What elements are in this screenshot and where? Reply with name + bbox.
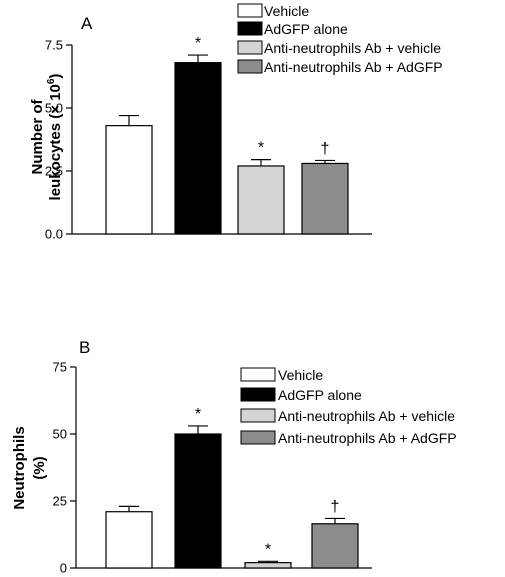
legend-swatch-antineut-adgfp-b [240, 430, 276, 445]
legend-swatch-adgfp-b [240, 387, 276, 402]
legend-swatch-antineut-vehicle-a [237, 40, 263, 55]
bars-a: * * † [105, 35, 349, 235]
chart-panel-b: B Neutrophils (%) 0 25 50 75 * * † Vehicle Ad… [11, 338, 457, 576]
y-axis-label-line1-a: Number of [29, 98, 46, 174]
legend-a: Vehicle AdGFP alone Anti-neutrophils Ab … [237, 3, 443, 75]
legend-label-vehicle-b: Vehicle [278, 367, 323, 383]
chart-panel-a: A Number of leukocytes (× 106) 0.0 2.5 5.0… [29, 3, 443, 242]
significance-mark-b-3: † [331, 498, 340, 515]
significance-mark-b-2: * [265, 541, 271, 558]
y-axis-label-line2-a: leukocytes (× 106) [46, 74, 64, 201]
legend-swatch-adgfp-a [237, 21, 263, 36]
significance-mark-a-2: * [258, 140, 264, 157]
y-axis-label-line1-b: Neutrophils [11, 426, 28, 509]
y-tick-label-b-1: 25 [53, 494, 67, 509]
panel-label-b: B [79, 338, 90, 357]
y-tick-label-a-0: 0.0 [45, 227, 63, 242]
legend-label-antineut-vehicle-b: Anti-neutrophils Ab + vehicle [278, 408, 455, 424]
panel-label-a: A [81, 14, 93, 33]
bar-a-2 [237, 165, 285, 235]
bar-b-0 [105, 511, 153, 569]
y-tick-label-a-3: 7.5 [45, 38, 63, 53]
bar-a-3 [301, 162, 349, 235]
legend-swatch-antineut-adgfp-a [237, 59, 263, 74]
y-tick-label-b-3: 75 [53, 360, 67, 375]
legend-swatch-vehicle-b [240, 367, 276, 382]
y-tick-label-a-1: 2.5 [45, 164, 63, 179]
y-tick-label-a-2: 5.0 [45, 101, 63, 116]
bar-b-3 [311, 523, 359, 569]
bars-b: * * † [105, 406, 359, 569]
legend-label-adgfp-a: AdGFP alone [264, 21, 348, 37]
legend-label-antineut-adgfp-b: Anti-neutrophils Ab + AdGFP [278, 430, 457, 446]
legend-b: Vehicle AdGFP alone Anti-neutrophils Ab … [240, 367, 457, 446]
legend-label-vehicle-a: Vehicle [264, 3, 309, 19]
bar-b-2 [244, 562, 292, 569]
y-axis-label-line2-b: (%) [31, 456, 48, 479]
y-axis-label-superscript-a: 6 [46, 78, 57, 84]
significance-mark-b-1: * [195, 406, 201, 423]
legend-label-adgfp-b: AdGFP alone [278, 387, 362, 403]
legend-label-antineut-vehicle-a: Anti-neutrophils Ab + vehicle [264, 40, 441, 56]
legend-swatch-vehicle-a [237, 3, 263, 18]
legend-swatch-antineut-vehicle-b [240, 408, 276, 423]
bar-b-1 [174, 433, 222, 569]
significance-mark-a-1: * [195, 35, 201, 52]
significance-mark-a-3: † [321, 140, 330, 157]
y-axis-label-close-a: ) [47, 74, 64, 79]
bar-a-1 [174, 62, 222, 235]
y-tick-label-b-2: 50 [53, 427, 67, 442]
bar-a-0 [105, 125, 153, 235]
legend-label-antineut-adgfp-a: Anti-neutrophils Ab + AdGFP [264, 59, 443, 75]
y-tick-label-b-0: 0 [60, 561, 67, 576]
y-axis-label-main-a: leukocytes (× 10 [47, 84, 64, 200]
